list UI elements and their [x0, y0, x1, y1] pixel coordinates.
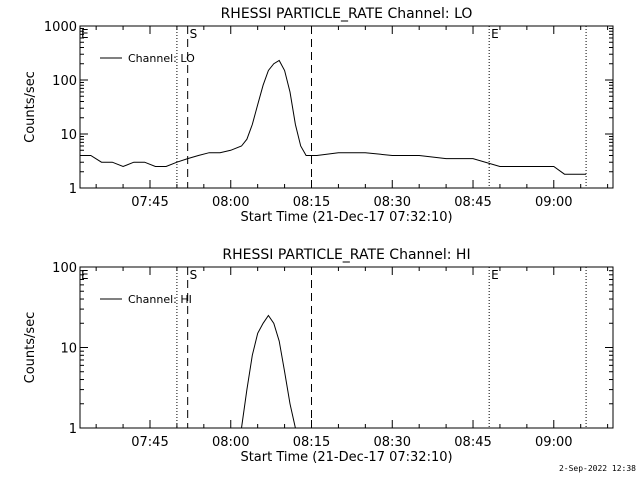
- panel1-legend-label: Channel: LO: [128, 52, 195, 65]
- panel2-x-axis-label: Start Time (21-Dec-17 07:32:10): [240, 450, 452, 465]
- panel2-legend-label: Channel: HI: [128, 293, 192, 306]
- panel1-x-tick-label: 08:00: [212, 195, 249, 210]
- panel1-plot-frame: [79, 25, 614, 189]
- panel1-x-tick-label: 07:45: [131, 195, 168, 210]
- panel2-series-line: [241, 314, 296, 429]
- panel2-x-tick-label: 08:45: [454, 435, 491, 450]
- panel2-marker-label: E: [491, 268, 499, 282]
- panel2-x-tick-label: 08:30: [374, 435, 411, 450]
- panel1-x-tick-label: 09:00: [535, 195, 572, 210]
- panel1-edge-marker-label: E: [81, 27, 89, 41]
- panel2-y-tick-label: 10: [60, 342, 77, 357]
- panel2-y-tick-label: 1: [69, 422, 77, 437]
- panel2-edge-marker-label: E: [81, 268, 89, 282]
- panel1-y-tick-label: 100: [52, 74, 77, 89]
- panel2-x-tick-label: 08:15: [293, 435, 330, 450]
- panel1-x-tick-label: 08:15: [293, 195, 330, 210]
- panel1-y-tick-label: 1000: [44, 20, 77, 35]
- panel1-x-tick-label: 08:45: [454, 195, 491, 210]
- panel1-y-tick-label: 1: [69, 182, 77, 197]
- panel2-x-tick-label: 09:00: [535, 435, 572, 450]
- panel2-x-tick-label: 07:45: [131, 435, 168, 450]
- panel1-y-tick-label: 10: [60, 128, 77, 143]
- panel2-y-axis-label: Counts/sec: [23, 312, 38, 384]
- timestamp-footer: 2-Sep-2022 12:38: [558, 464, 636, 473]
- panel1-marker-label: E: [491, 27, 499, 41]
- panel1-y-axis-label: Counts/sec: [23, 71, 38, 143]
- panel1-x-axis-label: Start Time (21-Dec-17 07:32:10): [240, 210, 452, 225]
- panel2-chart-title: RHESSI PARTICLE_RATE Channel: HI: [222, 247, 470, 263]
- panel2-y-tick-label: 100: [52, 261, 77, 276]
- panel2-plot-frame: [79, 266, 614, 429]
- panel1-series-line: [80, 59, 587, 175]
- panel1-x-tick-label: 08:30: [374, 195, 411, 210]
- panel1-chart-title: RHESSI PARTICLE_RATE Channel: LO: [221, 6, 473, 22]
- panel2-marker-label: S: [190, 268, 198, 282]
- panel1-marker-label: S: [190, 27, 198, 41]
- panel2-x-tick-label: 08:00: [212, 435, 249, 450]
